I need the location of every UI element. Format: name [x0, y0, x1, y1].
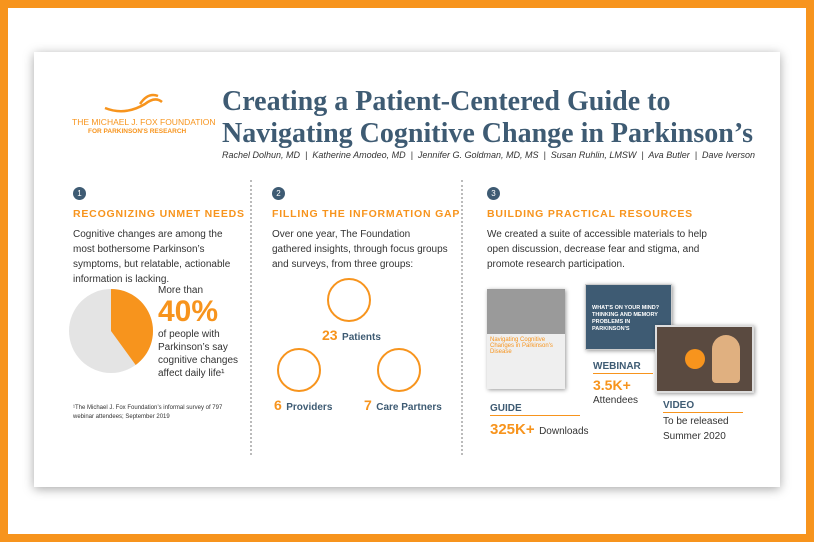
- group: 23 Patients: [322, 327, 381, 345]
- video-person: [712, 335, 740, 383]
- group-count: 23: [322, 327, 338, 343]
- video-text: To be released: [663, 416, 729, 427]
- column-body: We created a suite of accessible materia…: [487, 229, 707, 270]
- webinar-label: WEBINAR: [593, 361, 641, 372]
- step-number: 1: [73, 187, 86, 200]
- group-label: Care Partners: [376, 402, 442, 413]
- rule: [663, 412, 743, 413]
- stat-text: of people with Parkinson’s say cognitive…: [158, 329, 239, 379]
- title-line: Creating a Patient-Centered Guide to: [222, 86, 671, 117]
- column-heading: FILLING THE INFORMATION GAP: [272, 208, 461, 220]
- rule: [490, 415, 580, 416]
- group: 6 Providers: [274, 397, 332, 415]
- cover-title: Navigating Cognitive Changes in Parkinso…: [490, 337, 553, 355]
- stat-value: 40%: [158, 295, 219, 328]
- step-number: 2: [272, 187, 285, 200]
- footnote: ¹The Michael J. Fox Foundation’s informa…: [73, 405, 223, 420]
- title: Creating a Patient-Centered Guide to Nav…: [222, 86, 753, 150]
- pie: [69, 289, 153, 373]
- rule: [593, 373, 653, 374]
- video-label: VIDEO: [663, 400, 695, 411]
- group-count: 6: [274, 397, 282, 413]
- play-button: [685, 349, 705, 369]
- video-text: Summer 2020: [663, 431, 726, 442]
- group-label: Providers: [286, 402, 333, 413]
- authors: Rachel Dolhun, MD | Katherine Amodeo, MD…: [222, 150, 756, 160]
- guide-stat: 325K+ Downloads: [490, 421, 589, 439]
- stat-intro: More than: [158, 285, 204, 296]
- column-heading: RECOGNIZING UNMET NEEDS: [73, 208, 245, 220]
- group: 7 Care Partners: [364, 397, 442, 415]
- title-line: Navigating Cognitive Change in Parkinson…: [222, 118, 754, 149]
- logo-line1: THE MICHAEL J. FOX FOUNDATION: [72, 117, 216, 127]
- logo-mark: [104, 93, 163, 113]
- separator: [461, 180, 463, 455]
- webinar-text: Attendees: [593, 395, 639, 406]
- guide-text: Downloads: [539, 426, 589, 437]
- poster: [34, 52, 780, 487]
- group-count: 7: [364, 397, 372, 413]
- group-label: Patients: [342, 332, 381, 343]
- cover-photo: [487, 289, 565, 334]
- care-partner-icon: [377, 348, 421, 392]
- patient-icon: [327, 278, 371, 322]
- separator: [250, 180, 252, 455]
- step-number: 3: [487, 187, 500, 200]
- column-body: Cognitive changes are among the most bot…: [73, 229, 231, 285]
- column-body: Over one year, The Foundation gathered i…: [272, 229, 448, 270]
- logo-line2: FOR PARKINSON'S RESEARCH: [88, 128, 187, 135]
- webinar-number: 3.5K+: [593, 377, 631, 393]
- webinar-screen-title: WHAT'S ON YOUR MIND? THINKING AND MEMORY…: [592, 305, 660, 332]
- video-thumbnail: [655, 325, 754, 393]
- guide-cover: Navigating Cognitive Changes in Parkinso…: [487, 289, 565, 389]
- provider-icon: [277, 348, 321, 392]
- guide-number: 325K+: [490, 421, 535, 438]
- pie-wedge: [111, 289, 153, 365]
- column-heading: BUILDING PRACTICAL RESOURCES: [487, 208, 693, 220]
- guide-label: GUIDE: [490, 403, 522, 414]
